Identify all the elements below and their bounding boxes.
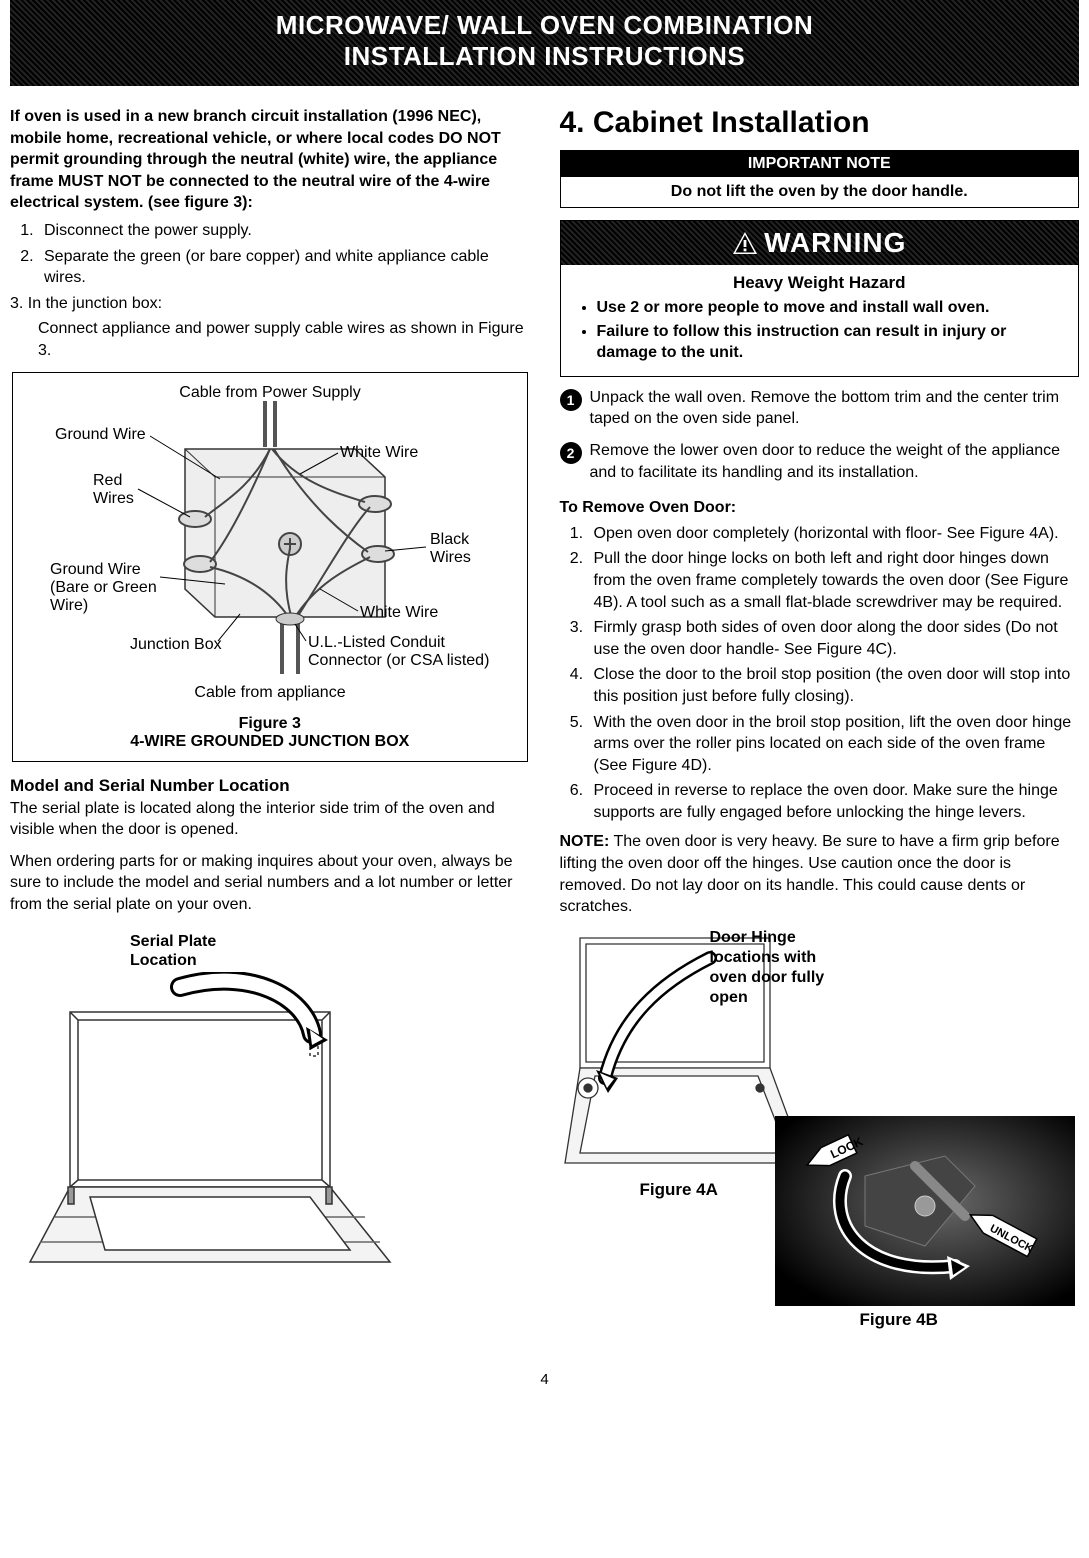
serial-paragraph-2: When ordering parts for or making inquir… <box>10 851 530 916</box>
page-header: MICROWAVE/ WALL OVEN COMBINATION INSTALL… <box>10 0 1079 86</box>
warning-list: Use 2 or more people to move and install… <box>575 297 1065 364</box>
wiring-step-3-lead: 3. In the junction box: <box>10 293 530 315</box>
remove-step-3: Firmly grasp both sides of oven door alo… <box>588 617 1080 660</box>
page-number: 4 <box>0 1371 1089 1388</box>
header-title-line2: INSTALLATION INSTRUCTIONS <box>10 41 1079 72</box>
fig3-junction-box-label: Junction Box <box>130 636 222 653</box>
svg-text:(Bare or Green: (Bare or Green <box>50 579 157 596</box>
wiring-step-2: Separate the green (or bare copper) and … <box>38 246 530 289</box>
svg-text:Red: Red <box>93 472 122 489</box>
warning-box: WARNING Heavy Weight Hazard Use 2 or mor… <box>560 220 1080 377</box>
fig3-bottom-label: Cable from appliance <box>194 684 345 701</box>
install-step-2-text: Remove the lower oven door to reduce the… <box>590 440 1080 483</box>
remove-door-heading: To Remove Oven Door: <box>560 497 1080 519</box>
figure-3-box: Cable from Power Supply <box>12 372 528 762</box>
fig3-ground-wire-top: Ground Wire <box>55 426 146 443</box>
install-step-2: 2 Remove the lower oven door to reduce t… <box>560 440 1080 487</box>
serial-plate-diagram <box>10 972 470 1352</box>
serial-plate-label: Serial PlateLocation <box>130 932 530 970</box>
figure-3-caption: Figure 3 <box>21 715 519 733</box>
figure-4a-label: Door Hinge locations with oven door full… <box>710 928 840 1008</box>
left-column: If oven is used in a new branch circuit … <box>10 106 530 1357</box>
intro-paragraph: If oven is used in a new branch circuit … <box>10 106 530 214</box>
model-serial-heading: Model and Serial Number Location <box>10 776 530 796</box>
svg-text:Ground Wire: Ground Wire <box>50 561 141 578</box>
wiring-steps: Disconnect the power supply. Separate th… <box>10 220 530 289</box>
figure-3-diagram: Cable from Power Supply <box>40 379 500 709</box>
warning-item-1: Use 2 or more people to move and install… <box>597 297 1065 319</box>
remove-step-6: Proceed in reverse to replace the oven d… <box>588 780 1080 823</box>
important-note-box: IMPORTANT NOTE Do not lift the oven by t… <box>560 150 1080 208</box>
svg-text:Connector (or CSA listed): Connector (or CSA listed) <box>308 652 489 669</box>
remove-step-1: Open oven door completely (horizontal wi… <box>588 523 1080 545</box>
warning-item-2: Failure to follow this instruction can r… <box>597 321 1065 364</box>
serial-figure: Serial PlateLocation <box>10 932 530 1357</box>
heavy-weight-hazard: Heavy Weight Hazard <box>575 273 1065 293</box>
remove-door-steps: Open oven door completely (horizontal wi… <box>560 523 1080 824</box>
fig3-white-wire-bot: White Wire <box>360 604 438 621</box>
figure-3-subcaption: 4-WIRE GROUNDED JUNCTION BOX <box>21 733 519 751</box>
important-note-body: Do not lift the oven by the door handle. <box>561 177 1079 207</box>
door-note: NOTE: The oven door is very heavy. Be su… <box>560 831 1080 917</box>
wiring-step-1: Disconnect the power supply. <box>38 220 530 242</box>
serial-paragraph-1: The serial plate is located along the in… <box>10 798 530 841</box>
remove-step-2: Pull the door hinge locks on both left a… <box>588 548 1080 613</box>
step-number-icon: 2 <box>560 442 582 464</box>
remove-step-5: With the oven door in the broil stop pos… <box>588 712 1080 777</box>
install-step-1-text: Unpack the wall oven. Remove the bottom … <box>590 387 1080 430</box>
important-note-head: IMPORTANT NOTE <box>561 151 1079 177</box>
fig3-top-label: Cable from Power Supply <box>179 384 360 401</box>
svg-text:Wires: Wires <box>93 490 134 507</box>
svg-text:Wires: Wires <box>430 549 471 566</box>
svg-text:U.L.-Listed Conduit: U.L.-Listed Conduit <box>308 634 446 651</box>
svg-text:Wire): Wire) <box>50 597 88 614</box>
cabinet-install-heading: 4. Cabinet Installation <box>560 106 1080 140</box>
install-step-1: 1 Unpack the wall oven. Remove the botto… <box>560 387 1080 434</box>
figure-4b-diagram: LOCK UNLOCK <box>775 1116 1075 1306</box>
figure-4-wrap: Door Hinge locations with oven door full… <box>560 928 1080 1328</box>
step-number-icon: 1 <box>560 389 582 411</box>
wiring-step-3-body: Connect appliance and power supply cable… <box>38 318 530 361</box>
right-column: 4. Cabinet Installation IMPORTANT NOTE D… <box>560 106 1080 1357</box>
figure-4b-caption: Figure 4B <box>860 1310 938 1330</box>
warning-head: WARNING <box>561 221 1079 265</box>
svg-text:Black: Black <box>430 531 470 548</box>
remove-step-4: Close the door to the broil stop positio… <box>588 664 1080 707</box>
header-title-line1: MICROWAVE/ WALL OVEN COMBINATION <box>10 10 1079 41</box>
fig3-white-wire-top: White Wire <box>340 444 418 461</box>
figure-4a-caption: Figure 4A <box>640 1180 718 1200</box>
warning-icon <box>732 231 758 255</box>
